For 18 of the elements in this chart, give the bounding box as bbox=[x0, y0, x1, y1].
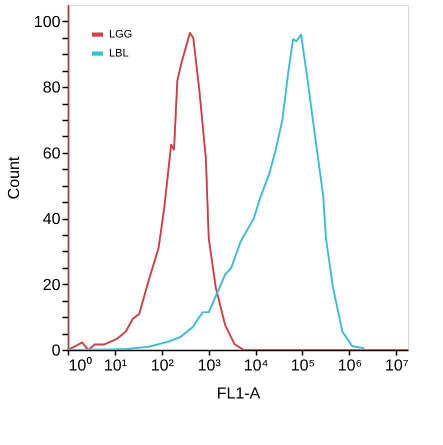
y-tick-label: 20 bbox=[42, 276, 61, 294]
y-tick-label: 40 bbox=[42, 211, 61, 228]
x-tick-label: 10³ bbox=[198, 358, 222, 374]
x-tick-label: 10⁶ bbox=[338, 358, 362, 374]
x-tick-label: 10⁵ bbox=[290, 358, 316, 374]
x-tick-label: 10⁰ bbox=[68, 356, 92, 374]
y-tick-label: 60 bbox=[42, 145, 61, 162]
y-tick-label: 100 bbox=[34, 14, 61, 31]
x-tick-label: 10¹ bbox=[104, 358, 127, 374]
legend-label: LGG bbox=[109, 28, 132, 40]
y-tick-label: 80 bbox=[42, 80, 61, 97]
legend-label: LBL bbox=[109, 48, 129, 60]
y-tick-label: 0 bbox=[52, 342, 61, 360]
x-axis-title: FL1-A bbox=[216, 386, 261, 402]
x-tick-label: 10⁴ bbox=[244, 358, 269, 374]
y-axis-title: Count bbox=[6, 156, 23, 200]
x-tick-label: 10² bbox=[150, 358, 175, 374]
x-tick-label: 10⁷ bbox=[384, 358, 409, 374]
